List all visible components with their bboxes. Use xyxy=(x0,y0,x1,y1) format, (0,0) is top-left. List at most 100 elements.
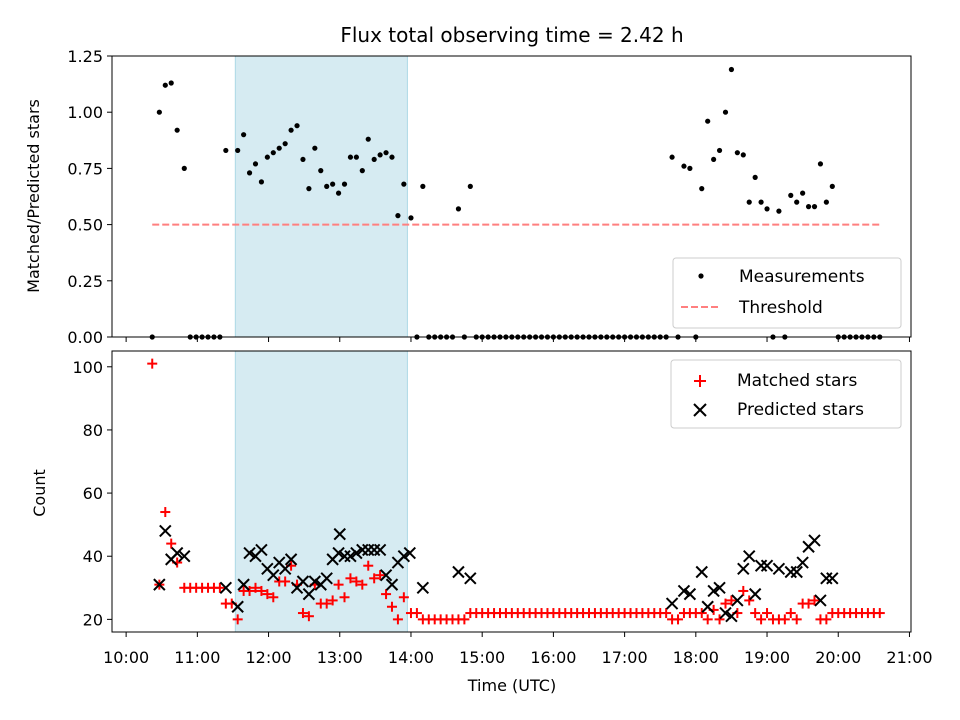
predicted-star-stroke-b xyxy=(760,559,774,572)
predicted-star-stroke-b xyxy=(219,581,233,595)
x-tick-label: 16:00 xyxy=(530,648,576,667)
predicted-star-point xyxy=(695,565,708,579)
predicted-star-point xyxy=(416,581,430,595)
x-tick-label: 10:00 xyxy=(103,648,149,667)
measurement-point xyxy=(811,204,818,210)
bottom-y-tick-label: 60 xyxy=(83,484,103,503)
predicted-star-point xyxy=(713,581,726,595)
predicted-star-stroke-b xyxy=(332,546,345,560)
predicted-star-stroke-b xyxy=(243,546,256,560)
measurement-point xyxy=(823,199,829,205)
measurement-point xyxy=(455,206,462,212)
matched-star-point xyxy=(363,560,374,571)
matched-star-point xyxy=(809,595,820,606)
predicted-star-point xyxy=(665,597,679,610)
measurement-point xyxy=(746,199,752,205)
predicted-star-point xyxy=(760,559,774,572)
matched-star-point xyxy=(720,598,731,609)
top-x-ticks xyxy=(125,337,910,342)
predicted-star-point xyxy=(320,572,333,585)
measurement-point xyxy=(728,66,735,73)
predicted-stars-group xyxy=(153,524,839,623)
measurement-point xyxy=(788,192,794,198)
measurement-point xyxy=(800,190,806,196)
predicted-star-stroke-b xyxy=(296,575,310,588)
predicted-star-stroke-b xyxy=(178,550,191,563)
predicted-star-stroke-b xyxy=(713,581,726,595)
measurement-point xyxy=(740,152,746,158)
x-tick-label: 20:00 xyxy=(815,648,861,667)
measurement-point xyxy=(181,165,187,171)
legend-threshold-label: Threshold xyxy=(738,298,823,318)
measurement-point xyxy=(758,199,764,205)
matched-star-point xyxy=(785,608,796,619)
predicted-star-point xyxy=(796,556,809,569)
measurement-point xyxy=(223,147,229,154)
measurement-point xyxy=(264,154,270,160)
predicted-star-stroke-b xyxy=(743,550,756,563)
predicted-star-point xyxy=(826,572,839,585)
matched-star-point xyxy=(756,614,767,625)
measurement-point xyxy=(420,183,426,189)
predicted-star-stroke-b xyxy=(808,534,821,547)
predicted-star-point xyxy=(677,584,691,598)
predicted-star-stroke-b xyxy=(320,572,333,585)
matched-star-point xyxy=(297,608,308,619)
predicted-star-point xyxy=(278,562,292,576)
measurement-point xyxy=(168,80,174,86)
predicted-star-stroke-b xyxy=(452,565,465,579)
matched-star-point xyxy=(303,611,314,622)
predicted-star-stroke-b xyxy=(665,597,679,610)
matched-star-point xyxy=(381,589,392,600)
predicted-star-point xyxy=(332,546,345,560)
predicted-star-point xyxy=(344,550,357,563)
bottom-panel: 20 40 60 80 100 10:00 11:00 12:00 13:00 14:00 15:… xyxy=(30,350,933,695)
measurement-point xyxy=(805,204,812,210)
measurement-point xyxy=(359,168,365,174)
x-tick-label: 21:00 xyxy=(886,648,932,667)
measurement-point xyxy=(752,174,758,180)
matched-star-point xyxy=(160,507,171,518)
matched-star-point xyxy=(280,576,291,587)
predicted-star-point xyxy=(159,524,172,538)
predicted-star-stroke-b xyxy=(237,578,250,591)
top-panel: 0.00 0.25 0.50 0.75 1.00 1.25 Matched/Predict… xyxy=(24,47,912,347)
predicted-star-point xyxy=(397,550,411,563)
predicted-star-point xyxy=(719,606,732,620)
measurement-point xyxy=(258,179,265,185)
top-y-tick-label: 0.25 xyxy=(67,272,103,291)
matched-star-point xyxy=(398,592,409,603)
predicted-star-stroke-b xyxy=(796,556,809,569)
measurement-point xyxy=(300,156,306,163)
matched-star-point xyxy=(333,579,344,590)
measurement-point xyxy=(705,118,711,124)
predicted-star-point xyxy=(153,578,166,591)
measurement-point xyxy=(681,163,687,169)
measurement-point xyxy=(288,127,294,133)
predicted-star-point xyxy=(296,575,310,588)
predicted-star-stroke-b xyxy=(719,606,732,620)
predicted-star-point xyxy=(748,587,762,601)
predicted-star-stroke-b xyxy=(373,543,387,557)
predicted-star-stroke-b xyxy=(170,546,184,560)
predicted-star-point xyxy=(243,546,256,560)
measurement-point xyxy=(687,165,693,171)
predicted-star-stroke-b xyxy=(284,553,298,566)
measurement-point xyxy=(395,213,401,219)
measurement-point xyxy=(734,150,740,156)
measurement-point xyxy=(389,154,395,160)
measurement-point xyxy=(817,161,824,167)
matched-star-point xyxy=(369,573,380,584)
x-tick-label: 15:00 xyxy=(459,648,505,667)
predicted-star-stroke-b xyxy=(255,543,268,557)
predicted-star-stroke-b xyxy=(302,587,316,601)
predicted-star-stroke-b xyxy=(814,594,827,607)
predicted-star-point xyxy=(772,562,786,576)
matched-star-point xyxy=(214,582,225,593)
legend-measurements-label: Measurements xyxy=(739,267,865,287)
predicted-star-point xyxy=(373,543,387,557)
measurement-point xyxy=(353,154,359,160)
predicted-star-stroke-b xyxy=(397,550,411,563)
bottom-y-axis-label: Count xyxy=(30,469,49,517)
